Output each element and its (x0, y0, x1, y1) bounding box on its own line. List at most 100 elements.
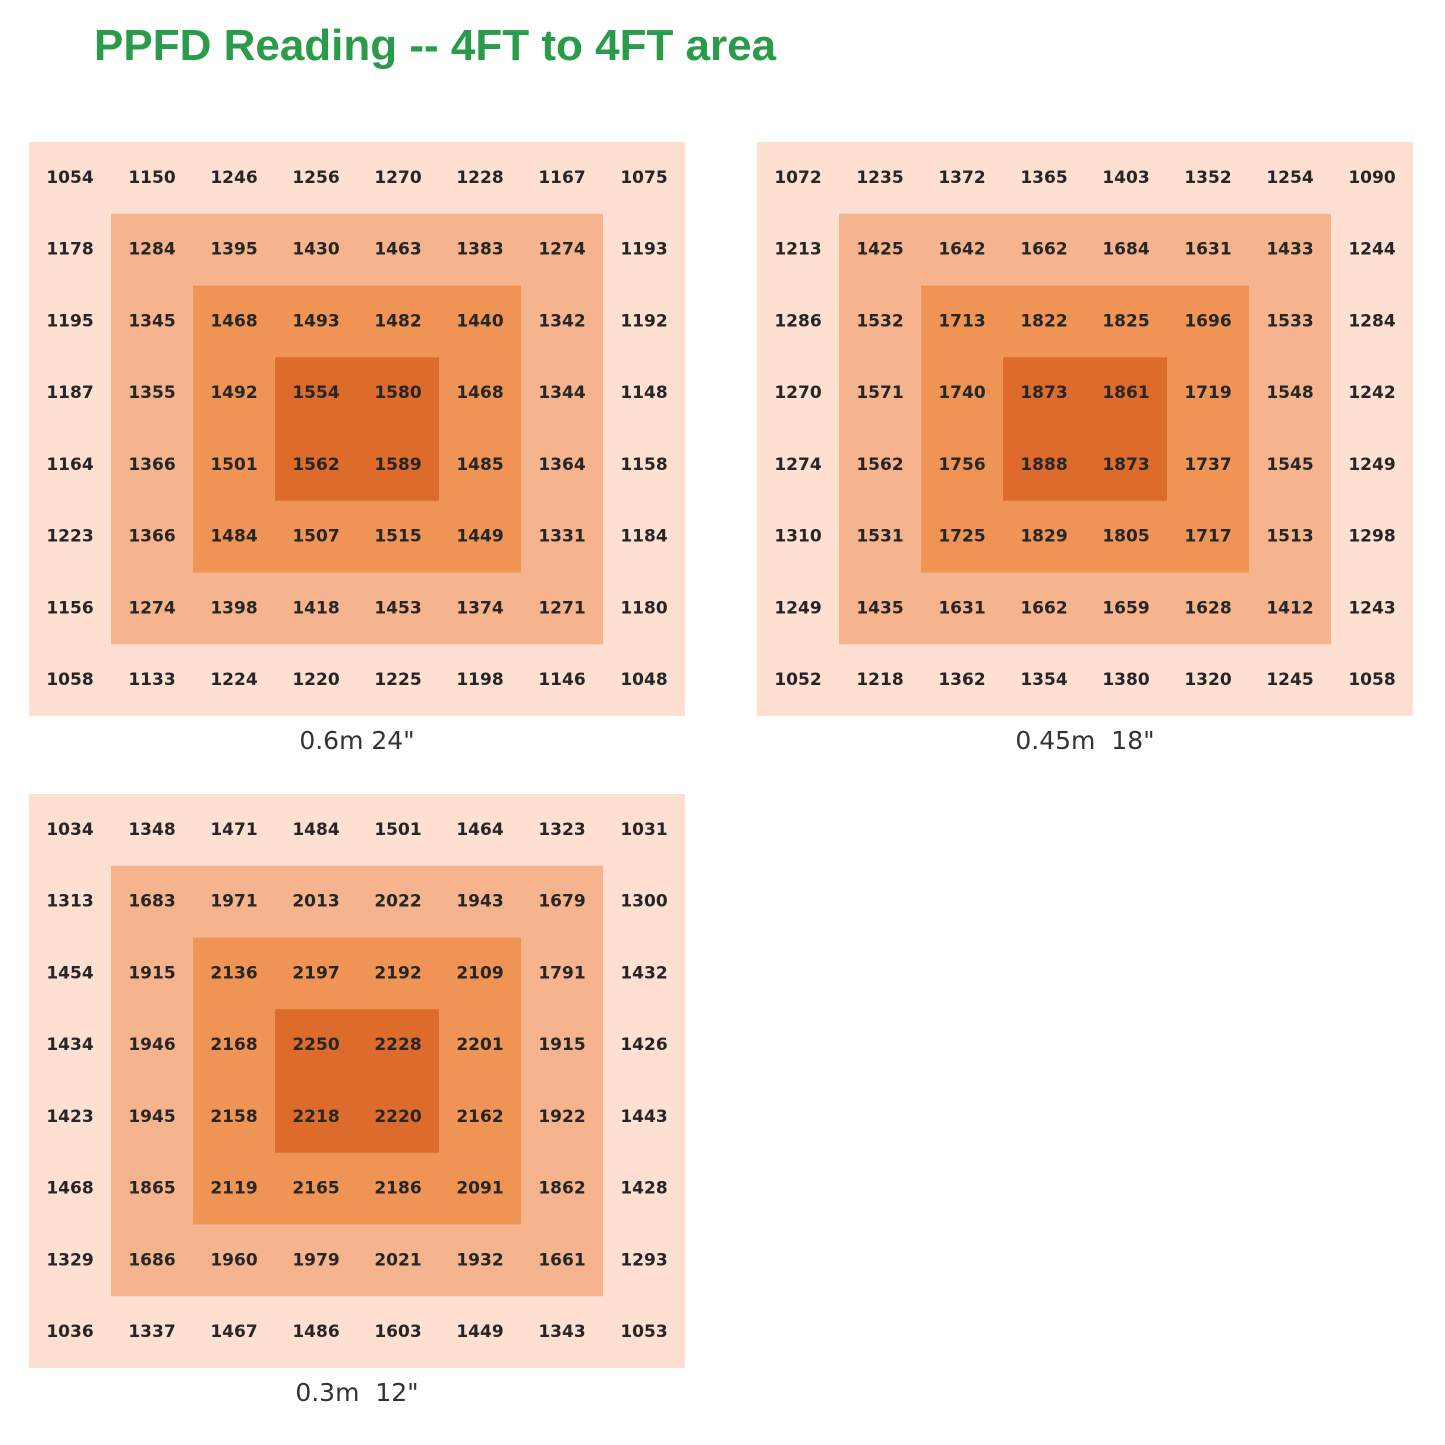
ppfd-value: 1686 (128, 1250, 175, 1270)
ppfd-value: 1454 (46, 963, 93, 983)
ppfd-value: 1468 (456, 383, 503, 403)
ppfd-value: 1430 (292, 240, 339, 260)
ppfd-value: 1861 (1102, 383, 1149, 403)
ppfd-value: 1464 (456, 820, 503, 840)
ppfd-value: 1713 (938, 311, 985, 331)
ppfd-value: 1532 (856, 311, 903, 331)
panel-caption: 0.6m 24" (29, 726, 685, 755)
ppfd-value: 1245 (1266, 670, 1313, 690)
ppfd-value: 1031 (620, 820, 667, 840)
ppfd-value: 1271 (538, 598, 585, 618)
zone-center (275, 357, 439, 501)
ppfd-value: 1310 (774, 527, 821, 547)
ppfd-value: 1054 (46, 168, 93, 188)
ppfd-value: 2119 (210, 1179, 257, 1199)
ppfd-value: 1440 (456, 311, 503, 331)
ppfd-value: 1274 (774, 455, 821, 475)
ppfd-value: 1180 (620, 598, 667, 618)
ppfd-value: 1661 (538, 1250, 585, 1270)
ppfd-value: 1320 (1184, 670, 1231, 690)
ppfd-value: 1345 (128, 311, 175, 331)
ppfd-value: 1423 (46, 1107, 93, 1127)
ppfd-value: 1683 (128, 892, 175, 912)
ppfd-value: 1971 (210, 892, 257, 912)
ppfd-value: 1696 (1184, 311, 1231, 331)
ppfd-value: 1915 (538, 1035, 585, 1055)
ppfd-value: 2021 (374, 1250, 421, 1270)
ppfd-value: 1225 (374, 670, 421, 690)
ppfd-value: 1642 (938, 240, 985, 260)
ppfd-value: 1418 (292, 598, 339, 618)
ppfd-value: 2186 (374, 1179, 421, 1199)
ppfd-value: 1224 (210, 670, 257, 690)
ppfd-value: 1072 (774, 168, 821, 188)
ppfd-value: 1337 (128, 1322, 175, 1342)
ppfd-value: 1313 (46, 892, 93, 912)
ppfd-value: 1453 (374, 598, 421, 618)
ppfd-value: 1486 (292, 1322, 339, 1342)
ppfd-value: 1075 (620, 168, 667, 188)
ppfd-value: 1548 (1266, 383, 1313, 403)
ppfd-value: 1243 (1348, 598, 1395, 618)
ppfd-value: 1435 (856, 598, 903, 618)
ppfd-value: 1284 (1348, 311, 1395, 331)
ppfd-value: 1249 (1348, 455, 1395, 475)
zone-center (1003, 357, 1167, 501)
ppfd-value: 1048 (620, 670, 667, 690)
ppfd-value: 1090 (1348, 168, 1395, 188)
ppfd-value: 1434 (46, 1035, 93, 1055)
ppfd-grid-18in: 1072 1235 1372 1365 1403 1352 1254 1090 1213 1425… (757, 142, 1413, 716)
ppfd-value: 2168 (210, 1035, 257, 1055)
ppfd-value: 2228 (374, 1035, 421, 1055)
ppfd-value: 1193 (620, 240, 667, 260)
ppfd-value: 1829 (1020, 527, 1067, 547)
ppfd-value: 1717 (1184, 527, 1231, 547)
ppfd-value: 1631 (938, 598, 985, 618)
ppfd-value: 2197 (292, 963, 339, 983)
ppfd-value: 1719 (1184, 383, 1231, 403)
ppfd-value: 1467 (210, 1322, 257, 1342)
ppfd-value: 1053 (620, 1322, 667, 1342)
ppfd-value: 1293 (620, 1250, 667, 1270)
ppfd-grid-panel-18in: 1072 1235 1372 1365 1403 1352 1254 1090 1213 1425… (757, 142, 1413, 716)
ppfd-value: 1146 (538, 670, 585, 690)
ppfd-value: 1946 (128, 1035, 175, 1055)
ppfd-value: 1274 (538, 240, 585, 260)
ppfd-value: 1158 (620, 455, 667, 475)
ppfd-value: 2022 (374, 892, 421, 912)
ppfd-value: 1220 (292, 670, 339, 690)
ppfd-value: 1178 (46, 240, 93, 260)
ppfd-value: 1631 (1184, 240, 1231, 260)
ppfd-value: 1471 (210, 820, 257, 840)
ppfd-value: 1432 (620, 963, 667, 983)
ppfd-value: 1342 (538, 311, 585, 331)
ppfd-value: 1364 (538, 455, 585, 475)
ppfd-value: 1740 (938, 383, 985, 403)
ppfd-value: 1366 (128, 455, 175, 475)
ppfd-value: 1354 (1020, 670, 1067, 690)
ppfd-value: 1343 (538, 1322, 585, 1342)
ppfd-value: 1425 (856, 240, 903, 260)
ppfd-value: 1545 (1266, 455, 1313, 475)
ppfd-value: 1242 (1348, 383, 1395, 403)
ppfd-value: 1395 (210, 240, 257, 260)
ppfd-value: 1428 (620, 1179, 667, 1199)
ppfd-value: 1270 (774, 383, 821, 403)
ppfd-grid-panel-12in: 1034 1348 1471 1484 1501 1464 1323 1031 1313 1683… (29, 794, 685, 1368)
ppfd-value: 1344 (538, 383, 585, 403)
ppfd-value: 1058 (46, 670, 93, 690)
ppfd-value: 1380 (1102, 670, 1149, 690)
ppfd-value: 1725 (938, 527, 985, 547)
ppfd-grid-24in: 1054 1150 1246 1256 1270 1228 1167 1075 1178 1284… (29, 142, 685, 716)
ppfd-value: 1862 (538, 1179, 585, 1199)
zone-center (275, 1009, 439, 1153)
ppfd-value: 1192 (620, 311, 667, 331)
ppfd-value: 2162 (456, 1107, 503, 1127)
ppfd-value: 1554 (292, 383, 339, 403)
ppfd-value: 1426 (620, 1035, 667, 1055)
ppfd-value: 1805 (1102, 527, 1149, 547)
ppfd-value: 1492 (210, 383, 257, 403)
ppfd-value: 2109 (456, 963, 503, 983)
ppfd-value: 1737 (1184, 455, 1231, 475)
ppfd-value: 1679 (538, 892, 585, 912)
